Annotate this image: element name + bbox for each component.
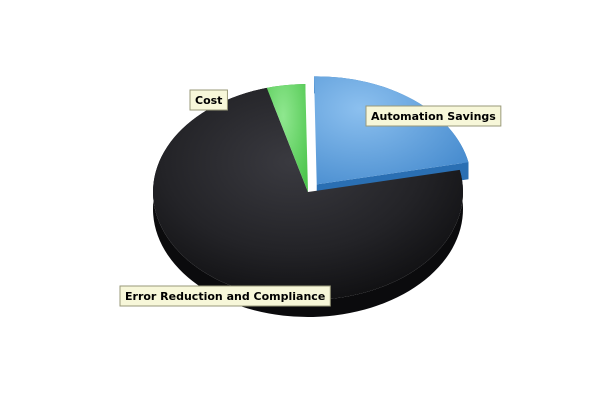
slice-label-text: Cost bbox=[195, 94, 222, 107]
pie-slice-error-reduction-and-compliance[interactable] bbox=[153, 87, 463, 300]
slice-label-box bbox=[189, 89, 228, 111]
pie-slice-cost[interactable] bbox=[266, 84, 308, 192]
slice-label-box bbox=[365, 105, 502, 127]
slice-label-text: Error Reduction and Compliance bbox=[125, 290, 325, 303]
slice-label-error-reduction-and-compliance: Error Reduction and Compliance bbox=[119, 285, 331, 307]
slice-label-box bbox=[119, 285, 331, 307]
slice-label-cost: Cost bbox=[189, 89, 228, 111]
slice-label-automation-savings: Automation Savings bbox=[365, 105, 502, 127]
pie-slice-automation-savings[interactable] bbox=[314, 76, 469, 185]
slice-label-text: Automation Savings bbox=[371, 110, 496, 123]
